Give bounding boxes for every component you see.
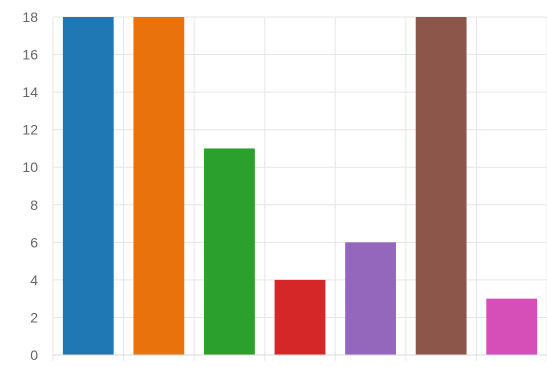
bar-2 [133, 17, 185, 355]
bars [62, 17, 538, 355]
bar-6 [415, 17, 467, 355]
y-tick-label: 6 [30, 234, 38, 250]
y-tick-label: 4 [30, 272, 38, 288]
y-tick-label: 8 [30, 197, 38, 213]
y-tick-label: 2 [30, 309, 38, 325]
bar-5 [345, 242, 396, 355]
bar-4 [274, 279, 326, 355]
y-tick-label: 18 [22, 9, 38, 25]
y-tick-label: 16 [22, 47, 38, 63]
y-tick-label: 12 [22, 122, 38, 138]
y-tick-label: 10 [22, 159, 38, 175]
y-tick-label: 14 [22, 84, 38, 100]
y-axis-tick-labels: 0 2 4 6 8 10 12 14 16 18 [22, 9, 38, 363]
y-tick-label: 0 [30, 347, 38, 363]
bar-7 [486, 298, 538, 355]
bar-3 [204, 148, 255, 355]
bar-1 [62, 17, 114, 355]
